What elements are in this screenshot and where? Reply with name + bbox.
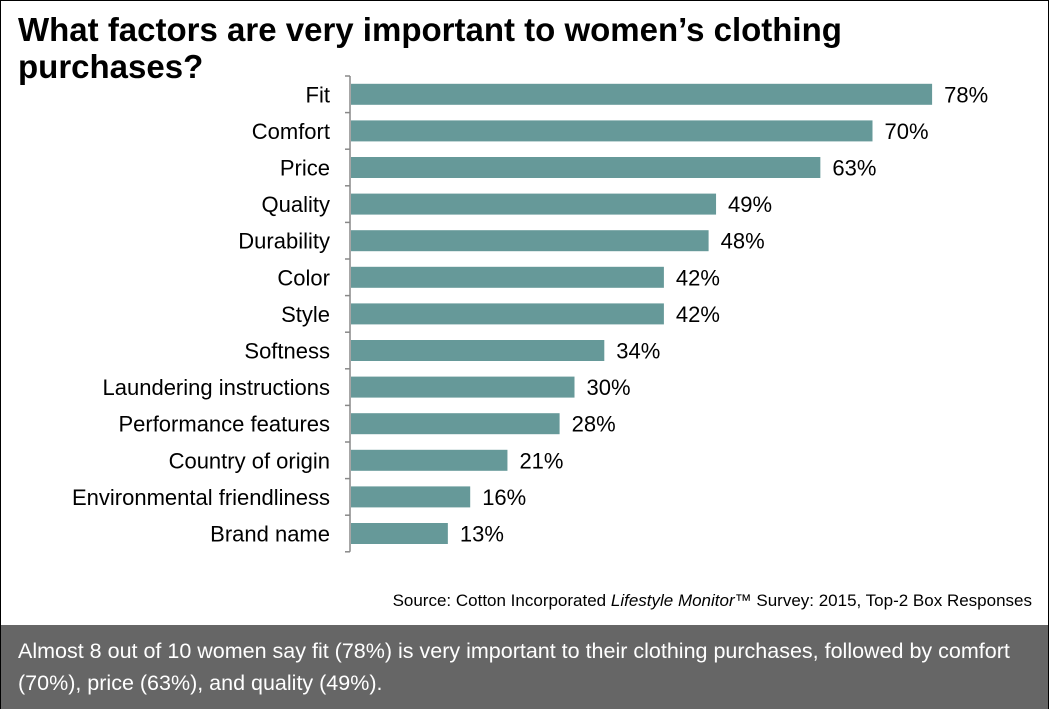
source-suffix: ™ Survey: 2015, Top-2 Box Responses	[734, 591, 1032, 610]
category-label: Durability	[238, 229, 330, 254]
value-label: 13%	[460, 522, 504, 547]
category-label: Fit	[306, 82, 330, 107]
summary-text: Almost 8 out of 10 women say fit (78%) i…	[18, 639, 1010, 695]
bar-performance-features	[351, 413, 560, 435]
category-label: Comfort	[252, 119, 330, 144]
category-label: Softness	[244, 339, 330, 364]
bar-comfort	[351, 120, 873, 142]
value-label: 49%	[728, 192, 772, 217]
bar-brand-name	[351, 523, 448, 544]
value-label: 42%	[676, 265, 720, 290]
bar-softness	[351, 340, 605, 361]
bar-laundering-instructions	[351, 376, 575, 398]
category-label: Quality	[262, 192, 330, 217]
source-italic: Lifestyle Monitor	[610, 591, 735, 610]
value-label: 34%	[616, 339, 660, 364]
bar-country-of-origin	[351, 449, 508, 471]
category-label: Laundering instructions	[103, 375, 330, 400]
bar-chart: Fit 78% Comfort 70% Price 63% Quality 49% Durabi…	[72, 75, 988, 553]
value-label: 63%	[832, 156, 876, 181]
bar-environmental-friendliness	[351, 486, 471, 508]
bar-quality	[351, 193, 717, 215]
value-label: 28%	[572, 412, 616, 437]
category-label: Country of origin	[169, 448, 330, 473]
value-label: 16%	[482, 485, 526, 510]
value-label: 21%	[519, 448, 563, 473]
bar-fit	[351, 83, 933, 105]
bar-price	[351, 157, 821, 178]
chart-title: What factors are very important to women…	[18, 11, 842, 85]
value-label: 78%	[944, 82, 988, 107]
bar-color	[351, 266, 664, 288]
category-label: Performance features	[118, 412, 330, 437]
value-label: 30%	[587, 375, 631, 400]
source-note: Source: Cotton Incorporated Lifestyle Mo…	[393, 591, 1032, 611]
bar-durability	[351, 230, 709, 252]
value-label: 48%	[721, 229, 765, 254]
summary-footer: Almost 8 out of 10 women say fit (78%) i…	[1, 625, 1048, 709]
category-label: Color	[277, 265, 330, 290]
source-prefix: Source: Cotton Incorporated	[392, 591, 611, 610]
category-label: Brand name	[210, 522, 330, 547]
value-label: 70%	[885, 119, 929, 144]
category-label: Environmental friendliness	[72, 485, 330, 510]
bar-style	[351, 303, 664, 325]
category-label: Price	[280, 156, 330, 181]
value-label: 42%	[676, 302, 720, 327]
category-label: Style	[281, 302, 330, 327]
